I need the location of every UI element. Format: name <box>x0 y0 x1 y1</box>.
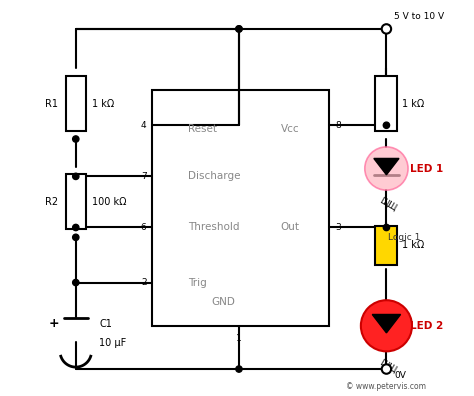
Circle shape <box>73 280 79 286</box>
Text: +: + <box>49 317 59 330</box>
Text: GND: GND <box>211 297 235 307</box>
Text: Trig: Trig <box>188 278 207 287</box>
Circle shape <box>361 300 412 351</box>
Circle shape <box>73 234 79 240</box>
Text: 10 μF: 10 μF <box>100 339 127 348</box>
Text: LED 2: LED 2 <box>410 321 443 331</box>
Circle shape <box>383 225 390 230</box>
Text: 0V: 0V <box>394 371 406 380</box>
Text: LED 1: LED 1 <box>410 164 443 173</box>
Text: © www.petervis.com: © www.petervis.com <box>346 382 426 391</box>
Text: 100 kΩ: 100 kΩ <box>91 197 126 207</box>
Bar <box>66 76 86 131</box>
Circle shape <box>365 147 408 190</box>
Text: ЩЩ: ЩЩ <box>378 357 399 374</box>
Text: Vcc: Vcc <box>281 124 300 134</box>
Text: ЩЩ: ЩЩ <box>378 196 399 213</box>
Text: Discharge: Discharge <box>188 171 240 181</box>
Text: 7: 7 <box>141 172 146 181</box>
Circle shape <box>73 136 79 142</box>
Circle shape <box>382 24 391 34</box>
Text: 5 V to 10 V: 5 V to 10 V <box>394 12 445 21</box>
Text: Out: Out <box>281 223 300 232</box>
Circle shape <box>382 364 391 374</box>
Text: C1: C1 <box>100 319 112 329</box>
Circle shape <box>73 225 79 230</box>
Text: Threshold: Threshold <box>188 223 239 232</box>
Bar <box>66 174 86 229</box>
Polygon shape <box>374 158 399 175</box>
Text: 3: 3 <box>335 223 341 232</box>
Text: 6: 6 <box>141 223 146 232</box>
Text: 1 kΩ: 1 kΩ <box>402 240 424 250</box>
Text: 1 kΩ: 1 kΩ <box>402 99 424 109</box>
Text: R1: R1 <box>45 99 58 109</box>
Bar <box>153 90 329 326</box>
Text: Reset: Reset <box>188 124 217 134</box>
Circle shape <box>383 26 390 32</box>
Circle shape <box>236 26 242 32</box>
Circle shape <box>236 26 242 32</box>
Text: 2: 2 <box>141 278 146 287</box>
Circle shape <box>383 366 390 372</box>
Circle shape <box>236 366 242 372</box>
Text: 1: 1 <box>236 334 242 343</box>
Text: R2: R2 <box>45 197 58 207</box>
Text: Logic 1: Logic 1 <box>388 233 421 242</box>
Bar <box>375 76 397 131</box>
Text: 1 kΩ: 1 kΩ <box>91 99 114 109</box>
Text: 8: 8 <box>335 121 341 130</box>
Circle shape <box>73 173 79 179</box>
Bar <box>375 226 397 265</box>
Polygon shape <box>372 314 401 333</box>
Circle shape <box>383 122 390 128</box>
Text: 4: 4 <box>141 121 146 130</box>
